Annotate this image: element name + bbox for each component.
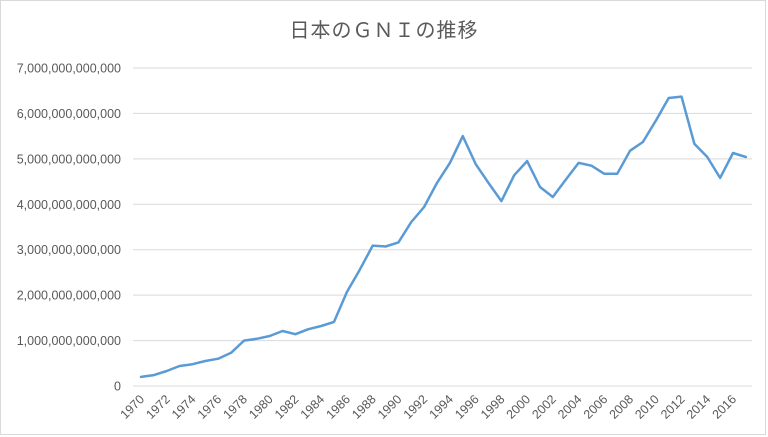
x-tick-label: 2004 [555,392,585,422]
x-tick-label: 1990 [375,392,405,422]
y-tick-label: 7,000,000,000,000 [17,62,121,76]
y-tick-label: 3,000,000,000,000 [17,243,121,257]
x-tick-label: 1996 [452,392,482,422]
x-tick-label: 2002 [529,392,559,422]
y-tick-label: 6,000,000,000,000 [17,107,121,121]
x-tick-label: 1976 [195,392,225,422]
y-tick-label: 2,000,000,000,000 [17,289,121,303]
y-tick-label: 1,000,000,000,000 [17,334,121,348]
x-tick-label: 2014 [684,392,714,422]
x-tick-label: 1998 [478,392,508,422]
y-tick-label: 4,000,000,000,000 [17,198,121,212]
x-tick-label: 1994 [426,392,456,422]
chart-title: 日本のＧＮＩの推移 [289,18,479,42]
y-tick-label: 5,000,000,000,000 [17,152,121,166]
y-axis-labels: 0 1,000,000,000,000 2,000,000,000,000 3,000… [17,62,121,394]
x-tick-label: 2008 [607,392,637,422]
x-tick-label: 2006 [581,392,611,422]
x-tick-label: 1972 [143,392,173,422]
x-tick-label: 1984 [298,392,328,422]
y-tick-label: 0 [114,380,121,394]
x-tick-label: 1978 [221,392,251,422]
x-tick-label: 1982 [272,392,302,422]
gridlines [133,67,752,387]
x-tick-label: 1970 [118,392,148,422]
x-tick-label: 2016 [710,392,740,422]
x-tick-label: 1992 [401,392,431,422]
x-tick-label: 2000 [504,392,534,422]
x-tick-label: 1980 [246,392,276,422]
gni-series-line [139,95,748,379]
x-axis-labels: 1970197219741976197819801982198419861988… [118,392,740,422]
x-tick-label: 2010 [632,392,662,422]
x-tick-label: 2012 [658,392,688,422]
x-tick-label: 1974 [169,392,199,422]
x-tick-label: 1988 [349,392,379,422]
x-tick-label: 1986 [323,392,353,422]
